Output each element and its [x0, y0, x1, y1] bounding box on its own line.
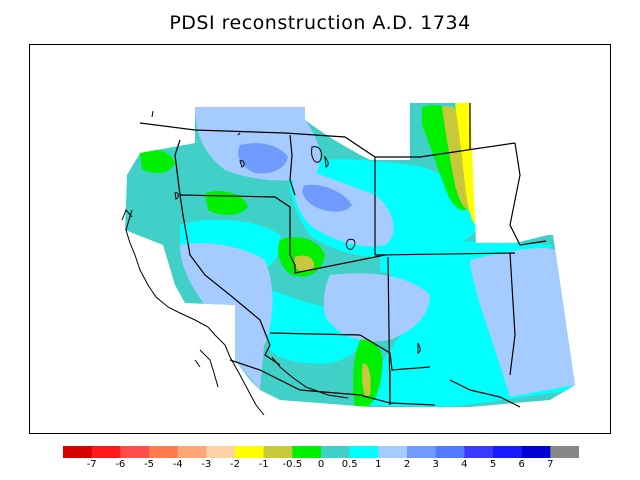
- legend-swatch: [407, 446, 437, 458]
- coastline: [121, 110, 349, 416]
- legend-tick-label: -1: [258, 459, 269, 470]
- legend-swatch: [550, 446, 579, 458]
- legend-swatch: [206, 446, 236, 458]
- pdsi-map: [121, 103, 575, 416]
- legend-swatch: [263, 446, 293, 458]
- legend-tick-label: -7: [86, 459, 97, 470]
- legend-swatch: [349, 446, 379, 458]
- legend-swatch: [521, 446, 551, 458]
- legend-colorbar: [63, 446, 579, 458]
- legend-swatch: [321, 446, 351, 458]
- legend-swatch: [292, 446, 322, 458]
- legend-swatch: [435, 446, 465, 458]
- legend-tick-label: -5: [144, 459, 154, 470]
- legend-tick-label: 6: [518, 459, 525, 470]
- legend-tick-label: 5: [489, 459, 497, 470]
- legend-swatch: [120, 446, 150, 458]
- legend-tick-label: 2: [403, 459, 411, 470]
- mexico-border: [229, 359, 436, 406]
- legend-tick-label: 7: [547, 459, 554, 470]
- legend-tick-label: -0.5: [282, 459, 303, 470]
- legend-tick-label: -2: [230, 459, 240, 470]
- legend-tick-label: 3: [432, 459, 439, 470]
- legend-swatch: [63, 446, 93, 458]
- legend-swatch: [177, 446, 207, 458]
- canada-border: [139, 122, 516, 158]
- legend-swatch: [378, 446, 408, 458]
- legend-tick-label: 4: [461, 459, 468, 470]
- legend-tick-label: 0.5: [341, 459, 358, 470]
- legend-labels: -7 -6 -5 -4 -3 -2 -1 -0.5 0 0.5 1 2 3 4 5 6 7: [63, 459, 579, 473]
- legend-swatch: [149, 446, 179, 458]
- lakes: [174, 146, 421, 354]
- legend-swatches: [63, 446, 579, 458]
- boundaries: [139, 103, 547, 408]
- legend-tick-label: -3: [201, 459, 212, 470]
- pdsi-field: [125, 103, 575, 407]
- legend-tick-label: 0: [317, 459, 325, 470]
- legend-swatch: [464, 446, 494, 458]
- map-panel: [29, 44, 611, 434]
- legend-swatch: [235, 446, 265, 458]
- legend-swatch: [493, 446, 523, 458]
- legend-tick-label: -4: [172, 459, 183, 470]
- legend-tick-label: 1: [375, 459, 382, 470]
- legend-swatch: [91, 446, 121, 458]
- legend-tick-label: -6: [115, 459, 126, 470]
- map-title: PDSI reconstruction A.D. 1734: [169, 12, 471, 34]
